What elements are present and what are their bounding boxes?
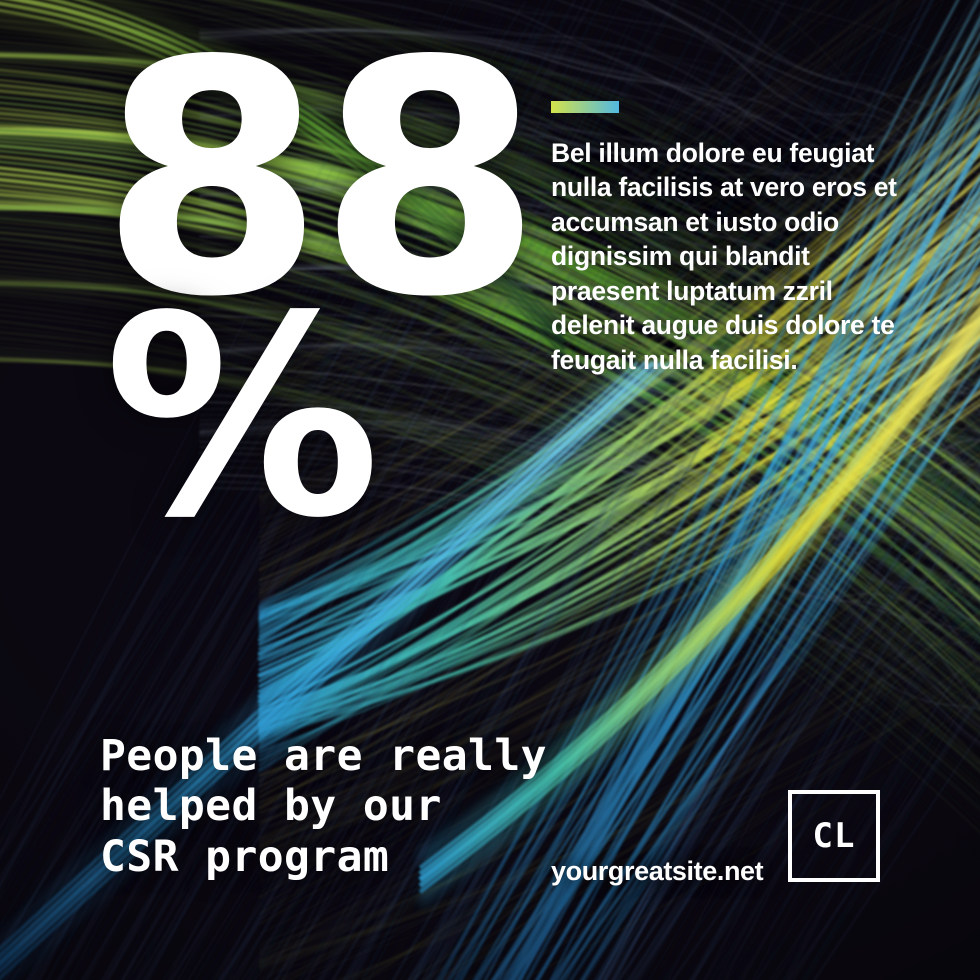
headline-line-2: helped by our [100, 781, 442, 832]
gradient-rule [551, 101, 619, 113]
logo-monogram: CL [812, 816, 856, 856]
stat-number: 88 [100, 0, 542, 367]
headline-line-1: People are really [100, 731, 547, 782]
body-copy: Bel illum dolore eu feugiat nulla facili… [551, 136, 907, 377]
site-url[interactable]: yourgreatsite.net [551, 856, 764, 886]
headline: People are really helped by our CSR prog… [100, 731, 547, 882]
stat-percent-symbol: % [104, 258, 381, 580]
body-paragraph: Bel illum dolore eu feugiat nulla facili… [551, 138, 897, 375]
stat-block: 88 % [100, 0, 542, 580]
logo-mark[interactable]: CL [788, 790, 880, 882]
headline-line-3: CSR program [100, 831, 390, 882]
